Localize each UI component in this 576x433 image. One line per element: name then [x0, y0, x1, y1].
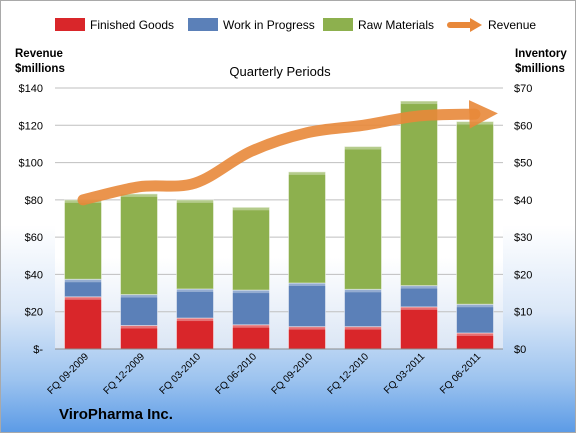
bar-raw-materials [120, 193, 158, 296]
bar-raw-materials [400, 100, 438, 287]
bar-raw-materials [176, 199, 214, 290]
bar-raw-materials [64, 199, 102, 280]
x-tick-label: FQ 06-2011 [438, 351, 483, 396]
bar-work-in-progress [288, 282, 326, 328]
left-tick-label: $140 [19, 83, 43, 95]
right-tick-label: $20 [514, 269, 532, 281]
legend-arrow-revenue [470, 18, 482, 32]
bar-work-in-progress [344, 288, 382, 328]
bar-work-in-progress [456, 303, 494, 334]
bar-highlight [176, 288, 214, 292]
bar-highlight [120, 193, 158, 197]
right-axis-ticks: $0 $10 $20 $30 $40 $50 $60 $70 [514, 83, 532, 356]
left-axis-label-line2: $millions [15, 63, 65, 75]
bar-highlight [232, 290, 270, 294]
right-tick-label: $10 [514, 307, 532, 319]
bar-highlight [120, 325, 158, 329]
right-axis-label-line2: $millions [515, 63, 565, 75]
bar-highlight [232, 207, 270, 211]
bar-highlight [400, 285, 438, 289]
legend-swatch-finished-goods [55, 18, 85, 31]
bar-highlight [456, 121, 494, 125]
chart-title: Quarterly Periods [229, 64, 331, 79]
bar-finished-goods [232, 324, 270, 350]
bar-highlight [400, 306, 438, 310]
bar-highlight [120, 294, 158, 298]
bar-raw-materials [232, 206, 270, 291]
x-tick-label: FQ 03-2010 [158, 351, 204, 397]
bar-raw-materials [344, 146, 382, 290]
right-tick-label: $50 [514, 158, 532, 170]
bar-work-in-progress [232, 289, 270, 326]
bar-work-in-progress [176, 288, 214, 319]
right-tick-label: $30 [514, 232, 532, 244]
x-tick-label: FQ 06-2010 [214, 351, 260, 397]
left-tick-label: $80 [25, 195, 43, 207]
right-tick-label: $40 [514, 195, 532, 207]
left-axis-label-line1: Revenue [15, 48, 63, 60]
x-tick-label: FQ 09-2010 [270, 351, 316, 397]
left-tick-label: $20 [25, 307, 43, 319]
bar-highlight [288, 326, 326, 330]
x-tick-label: FQ 12-2009 [102, 351, 148, 397]
line-revenue [77, 99, 498, 206]
legend: Finished Goods Work in Progress Raw Materi… [55, 18, 536, 32]
right-tick-label: $70 [514, 83, 532, 95]
left-tick-label: $- [33, 344, 43, 356]
bar-highlight [288, 171, 326, 175]
x-tick-label: FQ 03-2011 [382, 351, 427, 396]
bar-highlight [64, 296, 102, 300]
bar-highlight [400, 101, 438, 105]
left-tick-label: $120 [19, 120, 43, 132]
bar-highlight [176, 318, 214, 322]
left-tick-label: $100 [19, 158, 43, 170]
left-axis-ticks: $- $20 $40 $60 $80 $100 $120 $140 [19, 83, 44, 356]
bar-finished-goods [288, 326, 326, 350]
bar-highlight [456, 304, 494, 308]
bar-highlight [344, 289, 382, 293]
company-name: ViroPharma Inc. [59, 406, 173, 423]
bar-work-in-progress [120, 294, 158, 327]
right-axis-label-line1: Inventory [515, 48, 567, 60]
bar-highlight [344, 146, 382, 150]
x-axis-ticks: FQ 09-2009 FQ 12-2009 FQ 03-2010 FQ 06-2010… [46, 351, 484, 397]
bar-highlight [64, 279, 102, 283]
left-tick-label: $60 [25, 232, 43, 244]
bar-raw-materials [456, 121, 494, 305]
legend-swatch-raw-materials [323, 18, 353, 31]
bar-highlight [288, 283, 326, 287]
legend-label-work-in-progress: Work in Progress [223, 18, 315, 32]
revenue-series [77, 99, 498, 206]
x-tick-label: FQ 09-2009 [46, 351, 92, 397]
bar-finished-goods [176, 317, 214, 350]
left-tick-label: $40 [25, 269, 43, 281]
legend-label-finished-goods: Finished Goods [90, 18, 174, 32]
bar-highlight [232, 324, 270, 328]
bar-raw-materials [288, 171, 326, 284]
bar-work-in-progress [400, 285, 438, 308]
bar-finished-goods [400, 306, 438, 350]
bar-finished-goods [344, 326, 382, 350]
bar-finished-goods [120, 325, 158, 350]
right-tick-label: $0 [514, 344, 526, 356]
legend-label-revenue: Revenue [488, 18, 536, 32]
legend-swatch-work-in-progress [188, 18, 218, 31]
x-tick-label: FQ 12-2010 [326, 351, 372, 397]
bar-finished-goods [64, 296, 102, 350]
right-tick-label: $60 [514, 120, 532, 132]
legend-label-raw-materials: Raw Materials [358, 18, 434, 32]
bar-highlight [456, 332, 494, 336]
bar-highlight [344, 326, 382, 330]
bar-highlight [176, 199, 214, 203]
